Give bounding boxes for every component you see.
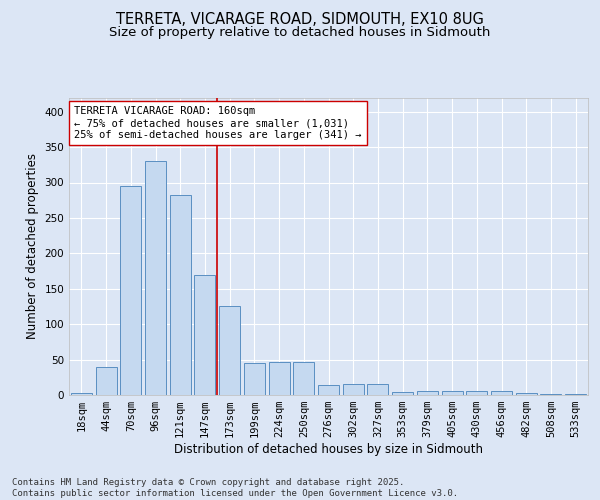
Bar [417, 392, 438, 395]
Bar [293, 362, 314, 395]
Bar [269, 362, 290, 395]
Text: Distribution of detached houses by size in Sidmouth: Distribution of detached houses by size … [175, 442, 484, 456]
Bar [170, 194, 191, 395]
Text: TERRETA VICARAGE ROAD: 160sqm
← 75% of detached houses are smaller (1,031)
25% o: TERRETA VICARAGE ROAD: 160sqm ← 75% of d… [74, 106, 362, 140]
Bar [541, 394, 562, 395]
Bar [244, 363, 265, 395]
Bar [367, 384, 388, 395]
Bar [145, 161, 166, 395]
Bar [466, 392, 487, 395]
Bar [219, 306, 240, 395]
Bar [491, 392, 512, 395]
Text: Size of property relative to detached houses in Sidmouth: Size of property relative to detached ho… [109, 26, 491, 39]
Bar [120, 186, 141, 395]
Bar [565, 394, 586, 395]
Bar [71, 393, 92, 395]
Y-axis label: Number of detached properties: Number of detached properties [26, 153, 39, 340]
Bar [392, 392, 413, 395]
Bar [516, 393, 537, 395]
Text: Contains HM Land Registry data © Crown copyright and database right 2025.
Contai: Contains HM Land Registry data © Crown c… [12, 478, 458, 498]
Text: TERRETA, VICARAGE ROAD, SIDMOUTH, EX10 8UG: TERRETA, VICARAGE ROAD, SIDMOUTH, EX10 8… [116, 12, 484, 28]
Bar [194, 274, 215, 395]
Bar [95, 368, 116, 395]
Bar [343, 384, 364, 395]
Bar [442, 392, 463, 395]
Bar [318, 385, 339, 395]
